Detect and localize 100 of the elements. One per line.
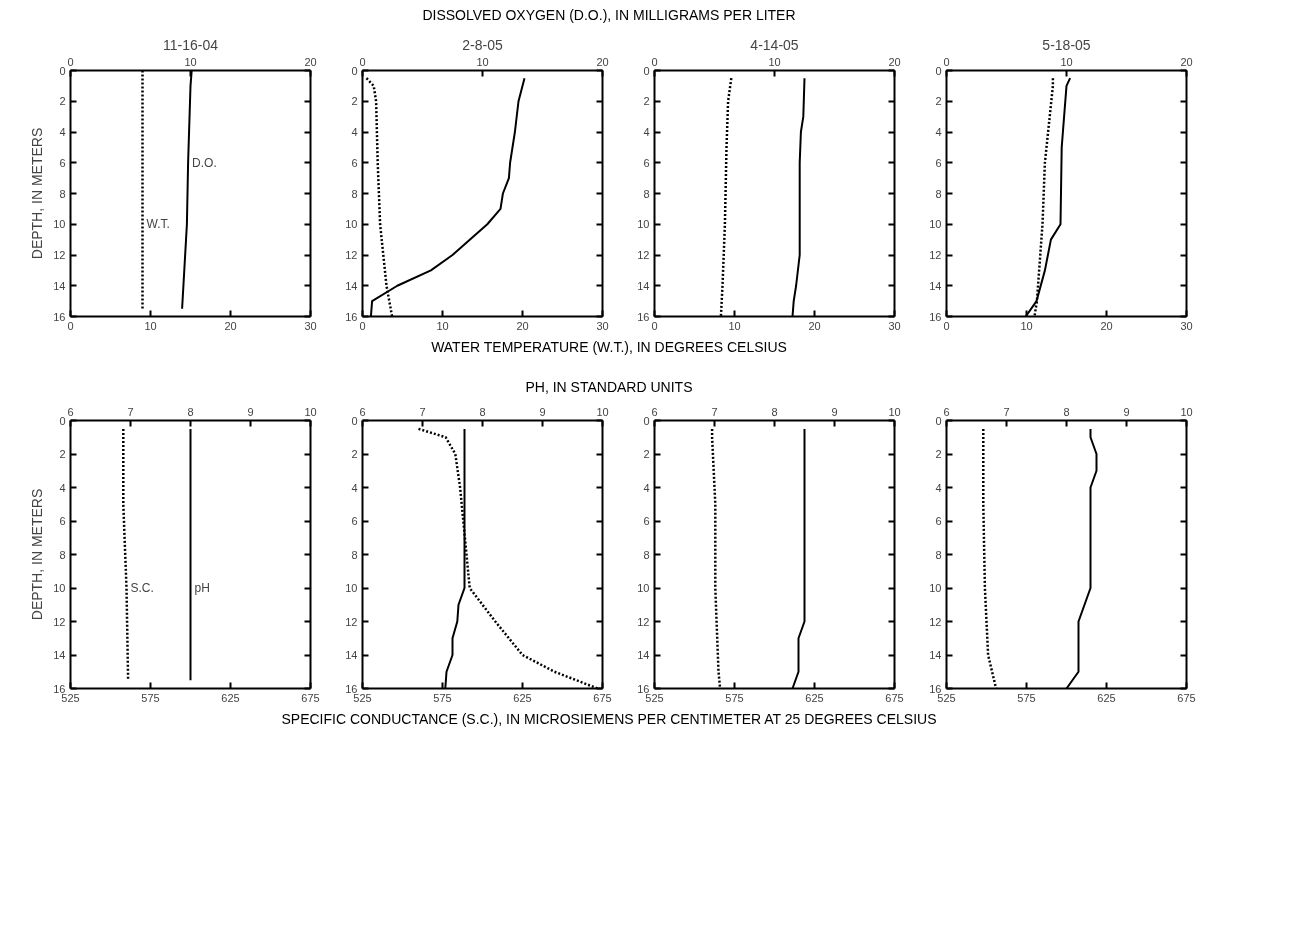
x2-tick-label: 7 xyxy=(1003,405,1010,418)
x2-tick-label: 6 xyxy=(67,405,74,418)
x2-tick-label: 20 xyxy=(1180,55,1193,68)
x-tick-label: 20 xyxy=(808,319,821,332)
x-tick-label: 10 xyxy=(436,319,449,332)
y-tick-label: 14 xyxy=(53,279,66,292)
x2-tick-label: 7 xyxy=(127,405,134,418)
x-tick-label: 575 xyxy=(433,691,452,704)
y-tick-label: 12 xyxy=(637,249,650,261)
x-tick-label: 0 xyxy=(943,319,950,332)
x-tick-label: 675 xyxy=(593,691,612,704)
y-tick-label: 6 xyxy=(351,156,358,169)
x2-tick-label: 10 xyxy=(184,55,197,68)
y-tick-label: 14 xyxy=(53,649,66,661)
x-axis-title: WATER TEMPERATURE (W.T.), IN DEGREES CELSIUS xyxy=(431,338,787,357)
y-tick-label: 10 xyxy=(53,582,66,594)
chart-title: 11-16-04 xyxy=(163,36,219,53)
x2-tick-label: 10 xyxy=(304,405,317,418)
y-tick-label: 2 xyxy=(59,448,66,460)
x-tick-label: 30 xyxy=(304,319,317,332)
y-tick-label: 12 xyxy=(53,249,66,261)
y-axis-title: DEPTH, IN METERS xyxy=(29,488,46,621)
x-tick-label: 675 xyxy=(301,691,320,704)
y-tick-label: 2 xyxy=(643,448,650,460)
y-tick-label: 16 xyxy=(53,310,66,323)
series-label: D.O. xyxy=(192,155,217,170)
x2-tick-label: 8 xyxy=(479,405,486,418)
y-tick-label: 8 xyxy=(351,187,358,200)
x-tick-label: 20 xyxy=(1100,319,1113,332)
x-tick-label: 30 xyxy=(596,319,609,332)
x2-tick-label: 9 xyxy=(831,405,838,418)
y-tick-label: 14 xyxy=(929,279,942,292)
chart-title: 5-18-05 xyxy=(1042,36,1091,53)
y-tick-label: 6 xyxy=(59,156,66,169)
x-tick-label: 575 xyxy=(141,691,160,704)
y-tick-label: 10 xyxy=(345,582,358,594)
y-tick-label: 16 xyxy=(345,310,358,323)
x2-tick-label: 9 xyxy=(247,405,254,418)
y-tick-label: 6 xyxy=(935,156,942,169)
y-tick-label: 4 xyxy=(643,126,650,138)
y-tick-label: 4 xyxy=(351,126,358,138)
y-tick-label: 0 xyxy=(935,64,942,77)
x-tick-label: 575 xyxy=(1017,691,1036,704)
x-tick-label: 675 xyxy=(1177,691,1196,704)
y-tick-label: 12 xyxy=(345,615,358,628)
y-tick-label: 10 xyxy=(637,218,650,231)
chart-title: 4-14-05 xyxy=(750,36,799,53)
y-tick-label: 10 xyxy=(929,582,942,594)
y-tick-label: 4 xyxy=(935,481,942,494)
line-series xyxy=(982,427,998,689)
y-tick-label: 14 xyxy=(345,649,358,661)
y-tick-label: 2 xyxy=(643,95,650,108)
y-tick-label: 8 xyxy=(643,187,650,200)
y-tick-label: 2 xyxy=(935,448,942,460)
x-tick-label: 575 xyxy=(725,691,744,704)
x2-tick-label: 20 xyxy=(304,55,317,68)
x2-tick-label: 8 xyxy=(1063,405,1070,418)
x2-axis-title: PH, IN STANDARD UNITS xyxy=(525,378,693,397)
y-tick-label: 0 xyxy=(59,414,66,427)
y-tick-label: 6 xyxy=(935,515,942,527)
x2-tick-label: 6 xyxy=(651,405,658,418)
y-tick-label: 4 xyxy=(59,126,66,138)
y-tick-label: 0 xyxy=(351,64,358,77)
y-axis-title: DEPTH, IN METERS xyxy=(29,127,46,260)
line-series xyxy=(122,427,130,682)
y-tick-label: 10 xyxy=(53,218,66,231)
x-tick-label: 30 xyxy=(1180,319,1193,332)
x2-tick-label: 8 xyxy=(187,405,194,418)
x2-tick-label: 6 xyxy=(359,405,366,418)
y-tick-label: 6 xyxy=(59,515,66,527)
x-tick-label: 0 xyxy=(67,319,74,332)
x-tick-label: 625 xyxy=(805,691,824,704)
x-tick-label: 675 xyxy=(885,691,904,704)
x2-tick-label: 9 xyxy=(1123,405,1130,418)
x-tick-label: 10 xyxy=(1020,319,1033,332)
x2-tick-label: 6 xyxy=(943,405,950,418)
x2-tick-label: 0 xyxy=(651,55,658,68)
x2-axis-title: DISSOLVED OXYGEN (D.O.), IN MILLIGRAMS PER LITER xyxy=(422,6,796,25)
y-tick-label: 8 xyxy=(935,548,942,561)
x-tick-label: 20 xyxy=(516,319,529,332)
y-tick-label: 12 xyxy=(929,615,942,628)
y-tick-label: 6 xyxy=(643,156,650,169)
chart-title: 2-8-05 xyxy=(462,36,503,53)
y-tick-label: 10 xyxy=(345,218,358,231)
x2-tick-label: 7 xyxy=(419,405,426,418)
x-tick-label: 20 xyxy=(224,319,237,332)
y-tick-label: 8 xyxy=(59,548,66,561)
y-tick-label: 0 xyxy=(643,64,650,77)
y-tick-label: 10 xyxy=(637,582,650,594)
y-tick-label: 2 xyxy=(59,95,66,108)
y-tick-label: 4 xyxy=(643,481,650,494)
y-tick-label: 2 xyxy=(935,95,942,108)
y-tick-label: 6 xyxy=(351,515,358,527)
y-tick-label: 8 xyxy=(59,187,66,200)
series-label: W.T. xyxy=(146,217,170,232)
x2-tick-label: 7 xyxy=(711,405,718,418)
x-tick-label: 625 xyxy=(513,691,532,704)
y-tick-label: 14 xyxy=(637,649,650,661)
y-tick-label: 14 xyxy=(929,649,942,661)
y-tick-label: 2 xyxy=(351,448,358,460)
